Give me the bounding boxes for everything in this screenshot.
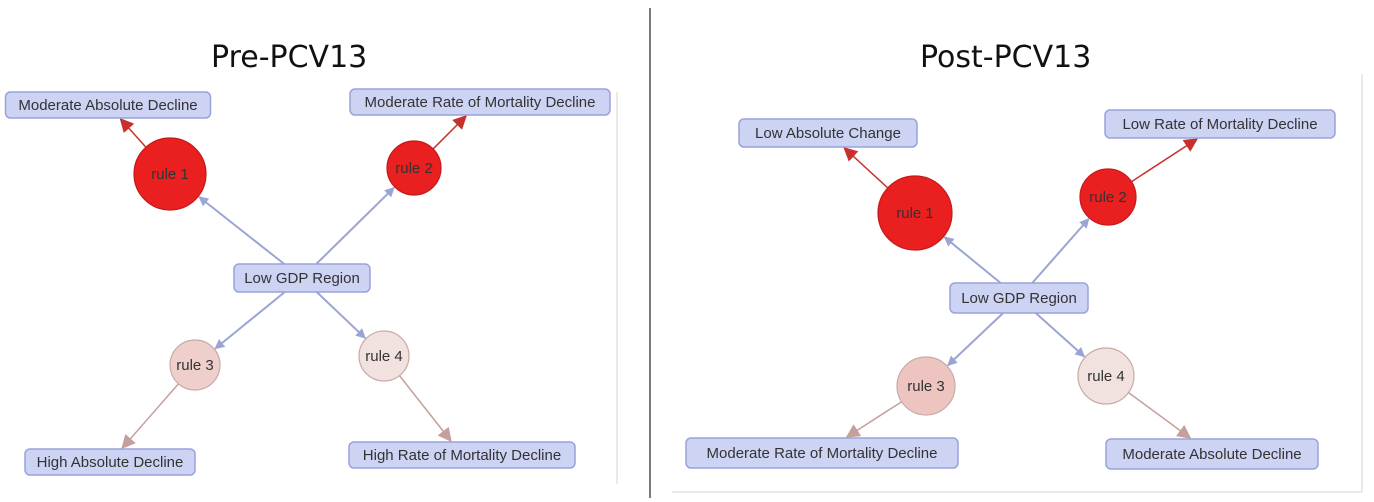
- post-edge-rule-2-to-target: [1131, 138, 1199, 183]
- post-rule-4-circle: [1077, 347, 1135, 405]
- pre-rule-1-node: rule 1: [133, 137, 207, 211]
- post-edge-rule-1-to-target: [843, 147, 889, 189]
- pre-edge-center-to-rule-4: [316, 291, 366, 339]
- post-rule-3-node: rule 3: [896, 356, 956, 416]
- post-edge-center-to-rule-2: [1031, 218, 1090, 284]
- post-rule-2-circle: [1079, 168, 1137, 226]
- post-target-node-1: Low Absolute Change: [738, 118, 918, 148]
- post-target-node-2: Low Rate of Mortality Decline: [1104, 109, 1336, 139]
- post-rule-3-circle: [896, 356, 956, 416]
- post-rule-2-node: rule 2: [1079, 168, 1137, 226]
- pre-center-node: Low GDP Region: [233, 263, 371, 293]
- pre-target-node-1: Moderate Absolute Decline: [4, 91, 212, 119]
- post-panel-title: Post-PCV13: [920, 40, 1092, 75]
- post-rule-2-label: rule 2: [1089, 189, 1127, 206]
- pre-rule-4-node: rule 4: [358, 330, 410, 382]
- post-center-node: Low GDP Region: [949, 282, 1089, 314]
- pre-rule-2-label: rule 2: [395, 160, 433, 177]
- post-edge-rule-3-to-target: [845, 401, 903, 438]
- post-target-node-3: Moderate Rate of Mortality Decline: [685, 437, 959, 469]
- post-edge-center-to-rule-3: [947, 312, 1004, 367]
- post-target-node-2-label: Low Rate of Mortality Decline: [1122, 116, 1317, 133]
- pre-target-node-2-label: Moderate Rate of Mortality Decline: [365, 94, 596, 111]
- post-target-node-3-box: [685, 437, 959, 469]
- pre-rule-2-node: rule 2: [386, 140, 442, 196]
- post-target-node-3-label: Moderate Rate of Mortality Decline: [707, 445, 938, 462]
- pre-edge-center-to-rule-2: [315, 186, 395, 265]
- post-rule-1-label: rule 1: [896, 205, 934, 222]
- pre-target-node-1-label: Moderate Absolute Decline: [18, 97, 197, 114]
- post-edge-center-to-rule-1: [943, 236, 1002, 284]
- pre-target-node-2: Moderate Rate of Mortality Decline: [349, 88, 611, 116]
- post-edge-rule-4-to-target: [1128, 391, 1192, 439]
- pre-rule-4-circle: [358, 330, 410, 382]
- post-target-node-4-label: Moderate Absolute Decline: [1122, 446, 1301, 463]
- pre-target-node-4-label: High Rate of Mortality Decline: [363, 447, 561, 464]
- pre-rule-3-label: rule 3: [176, 357, 214, 374]
- pre-target-node-4: High Rate of Mortality Decline: [348, 441, 576, 469]
- post-rule-4-label: rule 4: [1087, 368, 1125, 385]
- pre-target-node-3: High Absolute Decline: [24, 448, 196, 476]
- pre-target-node-2-box: [349, 88, 611, 116]
- post-center-node-box: [949, 282, 1089, 314]
- post-edge-center-to-rule-4: [1035, 312, 1086, 358]
- post-target-node-1-label: Low Absolute Change: [755, 125, 901, 142]
- post-target-node-1-box: [738, 118, 918, 148]
- pre-edge-center-to-rule-3: [214, 291, 286, 350]
- pre-rule-3-node: rule 3: [169, 339, 221, 391]
- pre-rule-2-circle: [386, 140, 442, 196]
- post-target-node-4: Moderate Absolute Decline: [1105, 438, 1319, 470]
- pre-target-node-1-box: [4, 91, 212, 119]
- post-target-node-2-box: [1104, 109, 1336, 139]
- pre-edge-rule-2-to-target: [432, 115, 467, 150]
- pre-panel-title: Pre-PCV13: [211, 40, 368, 75]
- pre-target-node-4-box: [348, 441, 576, 469]
- pre-edge-rule-1-to-target: [119, 117, 147, 148]
- pre-rule-1-label: rule 1: [151, 166, 189, 183]
- pre-center-node-label: Low GDP Region: [244, 270, 360, 287]
- pre-target-node-3-label: High Absolute Decline: [37, 454, 184, 471]
- pre-rule-3-circle: [169, 339, 221, 391]
- post-rule-3-label: rule 3: [907, 378, 945, 395]
- post-rule-4-node: rule 4: [1077, 347, 1135, 405]
- pre-rule-1-circle: [133, 137, 207, 211]
- post-center-node-label: Low GDP Region: [961, 290, 1077, 307]
- post-rule-1-node: rule 1: [877, 175, 953, 251]
- pre-edge-center-to-rule-1: [198, 196, 285, 265]
- pre-edge-rule-4-to-target: [398, 375, 452, 443]
- pre-edge-rule-3-to-target: [121, 383, 180, 450]
- post-target-node-4-box: [1105, 438, 1319, 470]
- pre-center-node-box: [233, 263, 371, 293]
- post-rule-1-circle: [877, 175, 953, 251]
- pre-target-node-3-box: [24, 448, 196, 476]
- pre-rule-4-label: rule 4: [365, 348, 403, 365]
